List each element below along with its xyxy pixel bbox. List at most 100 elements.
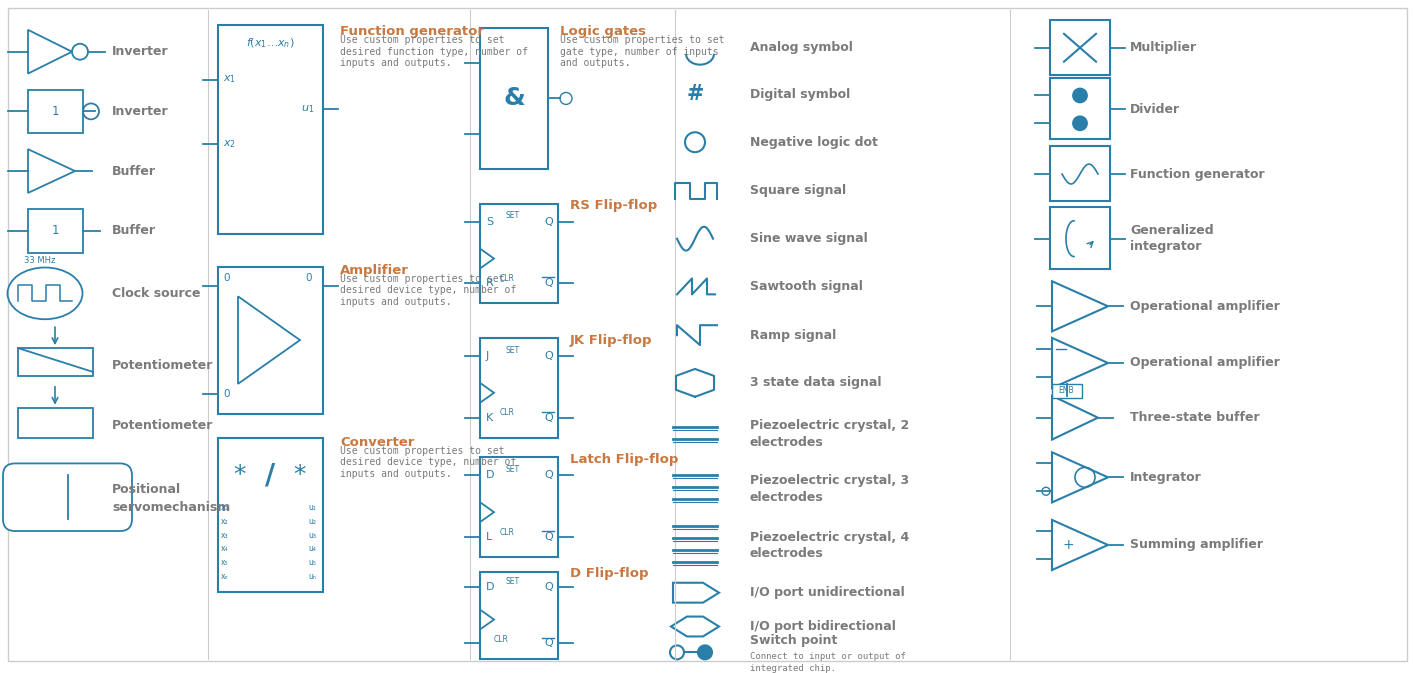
Text: electrodes: electrodes	[750, 491, 824, 503]
Text: ENB: ENB	[1058, 386, 1074, 395]
Text: x₅: x₅	[221, 559, 229, 567]
Text: Amplifier: Amplifier	[340, 264, 409, 277]
Text: x₁: x₁	[221, 503, 228, 511]
Text: I/O port bidirectional: I/O port bidirectional	[750, 620, 896, 633]
FancyBboxPatch shape	[3, 464, 132, 531]
Text: u₂: u₂	[308, 517, 316, 526]
Text: J: J	[485, 351, 490, 361]
Text: Use custom properties to set
desired device type, number of
inputs and outputs.: Use custom properties to set desired dev…	[340, 274, 516, 307]
Text: Square signal: Square signal	[750, 184, 846, 197]
Text: $x_2$: $x_2$	[224, 138, 236, 150]
Bar	[1050, 20, 1109, 75]
Text: Q: Q	[543, 279, 553, 289]
Bar	[28, 90, 83, 133]
Bar	[1050, 146, 1109, 201]
Text: SET: SET	[505, 465, 519, 474]
Text: SET: SET	[505, 577, 519, 586]
Text: 0: 0	[224, 389, 229, 399]
Text: Three-state buffer: Three-state buffer	[1131, 411, 1259, 424]
Bar	[1050, 207, 1109, 269]
Text: x₃: x₃	[221, 530, 229, 540]
Text: Q: Q	[543, 413, 553, 423]
Text: u₄: u₄	[308, 544, 316, 553]
Text: D: D	[485, 470, 494, 481]
Text: Operational amplifier: Operational amplifier	[1131, 299, 1281, 313]
Text: $u_1$: $u_1$	[301, 104, 314, 115]
Bar	[480, 204, 558, 304]
Text: Potentiometer: Potentiometer	[112, 419, 214, 432]
Text: Ramp signal: Ramp signal	[750, 328, 836, 342]
Bar	[480, 338, 558, 437]
Text: Connect to input or output of: Connect to input or output of	[750, 652, 906, 661]
Text: Buffer: Buffer	[112, 224, 156, 237]
Bar	[480, 28, 548, 169]
Text: Piezoelectric crystal, 2: Piezoelectric crystal, 2	[750, 419, 910, 432]
Text: I/O port unidirectional: I/O port unidirectional	[750, 586, 904, 599]
Text: Positional: Positional	[112, 483, 181, 496]
Text: integrator: integrator	[1131, 240, 1201, 253]
Text: Multiplier: Multiplier	[1131, 41, 1197, 55]
Text: Integrator: Integrator	[1131, 471, 1201, 484]
Text: Piezoelectric crystal, 3: Piezoelectric crystal, 3	[750, 474, 908, 487]
Text: Inverter: Inverter	[112, 45, 168, 58]
Text: Sine wave signal: Sine wave signal	[750, 232, 867, 245]
Text: xₙ: xₙ	[221, 572, 228, 581]
Text: Q: Q	[543, 532, 553, 542]
Text: Digital symbol: Digital symbol	[750, 88, 850, 101]
Text: RS Flip-flop: RS Flip-flop	[570, 199, 657, 213]
Text: *: *	[294, 463, 306, 487]
Text: u₁: u₁	[308, 503, 316, 511]
Text: Logic gates: Logic gates	[560, 26, 647, 38]
Text: L: L	[485, 532, 492, 542]
Text: $f(x_1{\ldots}x_n)$: $f(x_1{\ldots}x_n)$	[246, 36, 294, 50]
Text: Q: Q	[543, 217, 553, 227]
Bar	[28, 209, 83, 252]
Circle shape	[698, 645, 712, 660]
Text: 33 MHz: 33 MHz	[24, 256, 55, 265]
Text: servomechanism: servomechanism	[112, 501, 231, 513]
Text: Operational amplifier: Operational amplifier	[1131, 357, 1281, 369]
Text: x₂: x₂	[221, 517, 229, 526]
Text: Piezoelectric crystal, 4: Piezoelectric crystal, 4	[750, 530, 910, 544]
Text: uₙ: uₙ	[308, 572, 316, 581]
Bar	[480, 572, 558, 660]
Text: Analog symbol: Analog symbol	[750, 41, 853, 55]
Text: *: *	[233, 463, 246, 487]
Text: Q: Q	[543, 581, 553, 592]
Text: SET: SET	[505, 211, 519, 220]
Text: 0: 0	[224, 273, 229, 283]
Text: Buffer: Buffer	[112, 164, 156, 178]
Text: integrated chip.: integrated chip.	[750, 664, 836, 673]
Text: CLR: CLR	[499, 528, 515, 536]
Text: D: D	[485, 581, 494, 592]
Text: CLR: CLR	[499, 409, 515, 417]
Text: Switch point: Switch point	[750, 634, 838, 647]
Bar	[18, 348, 93, 376]
Text: Q: Q	[543, 351, 553, 361]
Text: Q: Q	[543, 639, 553, 648]
Text: u₃: u₃	[308, 530, 316, 540]
Text: Inverter: Inverter	[112, 105, 168, 118]
Text: Function generator: Function generator	[1131, 168, 1265, 180]
Text: Use custom properties to set
desired function type, number of
inputs and outputs: Use custom properties to set desired fun…	[340, 35, 528, 69]
Text: Summing amplifier: Summing amplifier	[1131, 538, 1264, 551]
Text: Divider: Divider	[1131, 103, 1180, 116]
Text: Generalized: Generalized	[1131, 224, 1214, 237]
Text: 1: 1	[51, 224, 59, 237]
Text: R: R	[485, 279, 494, 289]
Text: JK Flip-flop: JK Flip-flop	[570, 334, 652, 347]
Text: Negative logic dot: Negative logic dot	[750, 136, 877, 149]
Text: K: K	[485, 413, 494, 423]
Text: D Flip-flop: D Flip-flop	[570, 567, 648, 580]
Text: #: #	[686, 85, 703, 104]
Bar	[218, 437, 323, 592]
Text: Q: Q	[543, 470, 553, 481]
Text: /: /	[265, 462, 275, 489]
Text: $x_1$: $x_1$	[224, 73, 236, 85]
Bar	[218, 267, 323, 414]
Bar	[480, 458, 558, 557]
Bar	[218, 25, 323, 234]
Text: Clock source: Clock source	[112, 287, 201, 300]
Text: Use custom properties to set
desired device type, number of
inputs and outputs.: Use custom properties to set desired dev…	[340, 446, 516, 479]
Text: u₅: u₅	[308, 559, 316, 567]
